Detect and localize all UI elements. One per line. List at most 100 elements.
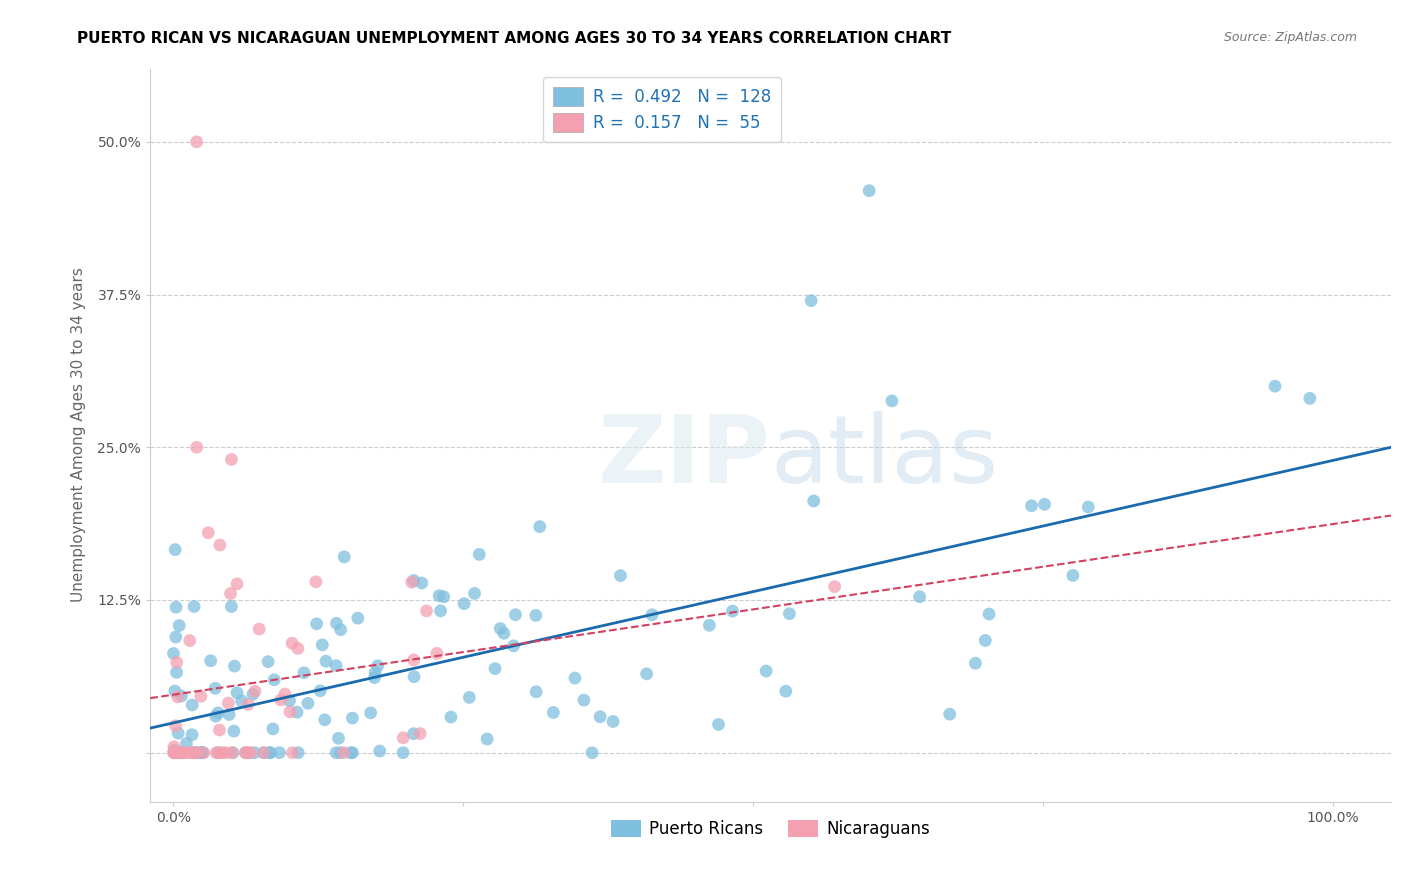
Point: [183, 599, 205, 614]
Point: [172, 746, 194, 760]
Point: [165, 630, 187, 644]
Point: [778, 607, 800, 621]
Point: [278, 705, 301, 719]
Point: [392, 731, 415, 745]
Point: [259, 746, 281, 760]
Point: [342, 711, 364, 725]
Point: [269, 746, 291, 760]
Point: [183, 746, 205, 760]
Point: [166, 746, 188, 760]
Point: [235, 746, 257, 760]
Point: [755, 664, 778, 678]
Point: [221, 746, 243, 760]
Point: [222, 724, 245, 739]
Point: [402, 574, 425, 588]
Point: [188, 746, 211, 760]
Point: [262, 722, 284, 736]
Point: [311, 638, 333, 652]
Point: [191, 746, 214, 760]
Point: [325, 746, 347, 760]
Point: [502, 639, 524, 653]
Point: [231, 694, 253, 708]
Point: [803, 494, 825, 508]
Point: [165, 600, 187, 615]
Point: [197, 525, 219, 540]
Point: [411, 576, 433, 591]
Point: [221, 452, 243, 467]
Point: [543, 706, 565, 720]
Point: [166, 690, 188, 704]
Point: [208, 538, 231, 552]
Point: [287, 746, 309, 760]
Point: [226, 686, 249, 700]
Point: [170, 689, 193, 703]
Point: [165, 542, 187, 557]
Point: [581, 746, 603, 760]
Point: [166, 746, 188, 760]
Point: [217, 696, 239, 710]
Point: [219, 586, 242, 600]
Point: [165, 719, 187, 733]
Point: [163, 745, 186, 759]
Point: [190, 746, 212, 760]
Point: [173, 746, 195, 760]
Point: [215, 746, 238, 760]
Point: [162, 746, 184, 760]
Point: [270, 693, 292, 707]
Point: [179, 746, 201, 760]
Point: [333, 549, 356, 564]
Point: [402, 670, 425, 684]
Point: [880, 393, 903, 408]
Point: [281, 636, 304, 650]
Point: [239, 746, 262, 760]
Point: [243, 684, 266, 698]
Point: [200, 654, 222, 668]
Y-axis label: Unemployment Among Ages 30 to 34 years: Unemployment Among Ages 30 to 34 years: [72, 268, 86, 602]
Point: [166, 665, 188, 680]
Text: atlas: atlas: [770, 411, 998, 503]
Point: [721, 604, 744, 618]
Point: [205, 746, 228, 760]
Point: [1062, 568, 1084, 582]
Point: [167, 726, 190, 740]
Point: [166, 656, 188, 670]
Point: [162, 647, 184, 661]
Point: [315, 654, 337, 668]
Point: [602, 714, 624, 729]
Point: [824, 580, 846, 594]
Point: [181, 728, 204, 742]
Point: [800, 293, 823, 308]
Point: [263, 673, 285, 687]
Point: [247, 622, 270, 636]
Point: [524, 685, 547, 699]
Point: [167, 618, 190, 632]
Point: [305, 616, 328, 631]
Point: [368, 744, 391, 758]
Legend: Puerto Ricans, Nicaraguans: Puerto Ricans, Nicaraguans: [605, 813, 936, 845]
Point: [208, 723, 231, 737]
Point: [204, 681, 226, 696]
Point: [166, 746, 188, 760]
Point: [402, 727, 425, 741]
Point: [458, 690, 481, 705]
Point: [392, 746, 415, 760]
Point: [257, 655, 280, 669]
Point: [233, 746, 256, 760]
Point: [347, 611, 370, 625]
Point: [429, 604, 451, 618]
Point: [329, 746, 352, 760]
Point: [190, 690, 212, 704]
Point: [609, 568, 631, 582]
Point: [1299, 392, 1322, 406]
Point: [489, 622, 512, 636]
Point: [328, 731, 350, 746]
Point: [440, 710, 463, 724]
Point: [572, 693, 595, 707]
Point: [524, 608, 547, 623]
Point: [908, 590, 931, 604]
Point: [183, 746, 205, 760]
Point: [589, 710, 612, 724]
Point: [415, 604, 437, 618]
Point: [169, 746, 191, 760]
Point: [163, 743, 186, 757]
